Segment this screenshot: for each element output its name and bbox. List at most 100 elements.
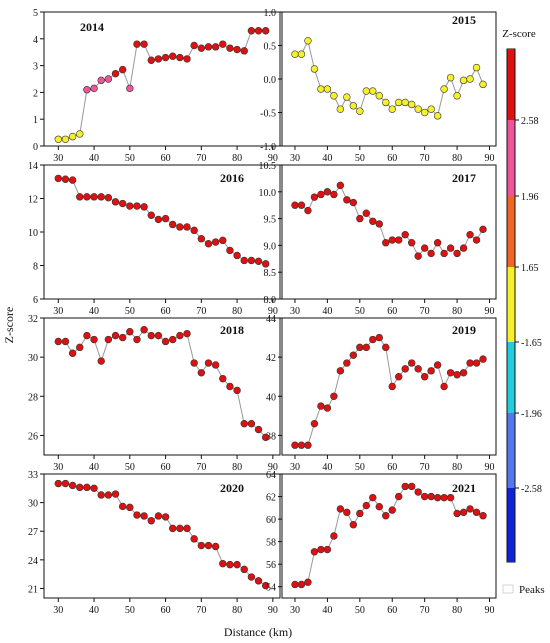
data-point bbox=[433, 112, 442, 120]
y-tick-label: 1.0 bbox=[264, 8, 277, 19]
colorbar-tick-label: 2.58 bbox=[521, 116, 539, 127]
data-point bbox=[147, 211, 155, 219]
y-tick-label: 38 bbox=[266, 431, 276, 442]
panel-2018: 26 28 30 32 30 40 50 60 70 80 90 2018 bbox=[28, 314, 281, 473]
data-point bbox=[323, 85, 332, 93]
data-point bbox=[204, 240, 213, 248]
data-point bbox=[395, 98, 403, 107]
data-point bbox=[317, 545, 325, 554]
x-tick-label: 30 bbox=[53, 462, 63, 473]
data-point bbox=[453, 92, 461, 100]
x-tick-label: 50 bbox=[355, 306, 365, 317]
data-point bbox=[407, 359, 416, 367]
y-tick-label: 54 bbox=[266, 583, 276, 594]
data-point bbox=[356, 509, 364, 518]
data-point bbox=[240, 47, 248, 55]
colorbar-segment bbox=[507, 196, 515, 267]
data-point bbox=[330, 92, 338, 100]
figure-xlabel: Distance (km) bbox=[224, 625, 292, 639]
x-tick-label: 30 bbox=[290, 153, 300, 164]
y-tick-label: 44 bbox=[266, 314, 276, 325]
data-point bbox=[211, 43, 220, 51]
data-point bbox=[362, 343, 371, 352]
data-point bbox=[343, 196, 351, 204]
data-point bbox=[291, 201, 299, 209]
colorbar-segment bbox=[507, 49, 515, 120]
data-point bbox=[133, 40, 141, 48]
y-tick-label: 0 bbox=[33, 142, 38, 153]
data-point bbox=[190, 359, 198, 367]
data-point bbox=[356, 107, 364, 115]
x-tick-label: 40 bbox=[322, 306, 332, 317]
data-point bbox=[330, 392, 338, 400]
data-point bbox=[226, 44, 234, 52]
panel-2020: 21 24 27 30 33 30 40 50 60 70 80 90 2020 bbox=[28, 470, 281, 616]
data-point bbox=[479, 512, 487, 520]
data-point bbox=[197, 235, 206, 243]
data-point bbox=[330, 532, 338, 540]
data-point bbox=[459, 76, 468, 85]
series-line-2015 bbox=[295, 39, 484, 117]
data-point bbox=[349, 351, 358, 359]
data-point bbox=[336, 367, 345, 375]
data-point bbox=[240, 256, 248, 265]
data-point bbox=[183, 524, 191, 533]
data-point bbox=[118, 65, 127, 74]
zscore-colorbar-legend: Z-score 2.58 1.96 1.65 -1.65 -1.96 -2.58 Peak… bbox=[502, 28, 544, 596]
x-tick-label: 60 bbox=[161, 605, 171, 616]
data-point bbox=[147, 331, 155, 340]
data-point bbox=[61, 175, 70, 183]
data-point bbox=[154, 512, 163, 520]
data-point bbox=[304, 206, 312, 215]
data-point bbox=[304, 578, 312, 586]
x-tick-label: 70 bbox=[196, 153, 206, 164]
panel-frame-2016 bbox=[43, 164, 281, 300]
data-point bbox=[54, 479, 63, 488]
data-point bbox=[254, 577, 263, 585]
data-point bbox=[233, 386, 241, 395]
y-tick-label: 10.0 bbox=[259, 188, 277, 199]
data-point bbox=[261, 27, 270, 35]
panel-title-2014: 2014 bbox=[80, 20, 104, 34]
data-point bbox=[261, 260, 270, 268]
panel-frame-2018 bbox=[43, 317, 281, 456]
data-point bbox=[446, 244, 455, 252]
data-point bbox=[111, 69, 120, 78]
x-tick-label: 80 bbox=[452, 462, 462, 473]
data-point bbox=[169, 524, 177, 533]
data-point bbox=[375, 220, 383, 228]
y-tick-label: 32 bbox=[28, 314, 38, 325]
y-tick-label: 30 bbox=[28, 499, 38, 510]
data-point bbox=[479, 355, 487, 363]
data-point bbox=[466, 505, 474, 513]
x-tick-label: 70 bbox=[196, 306, 206, 317]
x-tick-label: 80 bbox=[232, 153, 242, 164]
data-point bbox=[261, 433, 270, 442]
data-point bbox=[97, 76, 105, 85]
x-tick-label: 50 bbox=[355, 153, 365, 164]
x-tick-label: 90 bbox=[485, 153, 495, 164]
panel-title-2018: 2018 bbox=[220, 323, 244, 337]
x-tick-label: 90 bbox=[485, 462, 495, 473]
data-point bbox=[369, 217, 377, 225]
data-point bbox=[111, 198, 120, 206]
data-point bbox=[382, 512, 390, 520]
data-point bbox=[118, 199, 127, 208]
data-point bbox=[118, 333, 127, 342]
data-point bbox=[407, 239, 416, 247]
data-point bbox=[247, 419, 256, 428]
data-point bbox=[433, 239, 442, 247]
data-point bbox=[211, 238, 220, 246]
data-point bbox=[440, 493, 448, 502]
data-point bbox=[140, 512, 148, 520]
data-point bbox=[154, 55, 163, 63]
data-point bbox=[317, 402, 325, 410]
x-tick-label: 40 bbox=[89, 605, 99, 616]
data-point bbox=[204, 359, 213, 367]
data-point bbox=[90, 484, 98, 493]
x-tick-label: 30 bbox=[290, 605, 300, 616]
x-tick-label: 60 bbox=[387, 306, 397, 317]
data-point bbox=[453, 509, 461, 518]
data-point bbox=[169, 52, 177, 60]
